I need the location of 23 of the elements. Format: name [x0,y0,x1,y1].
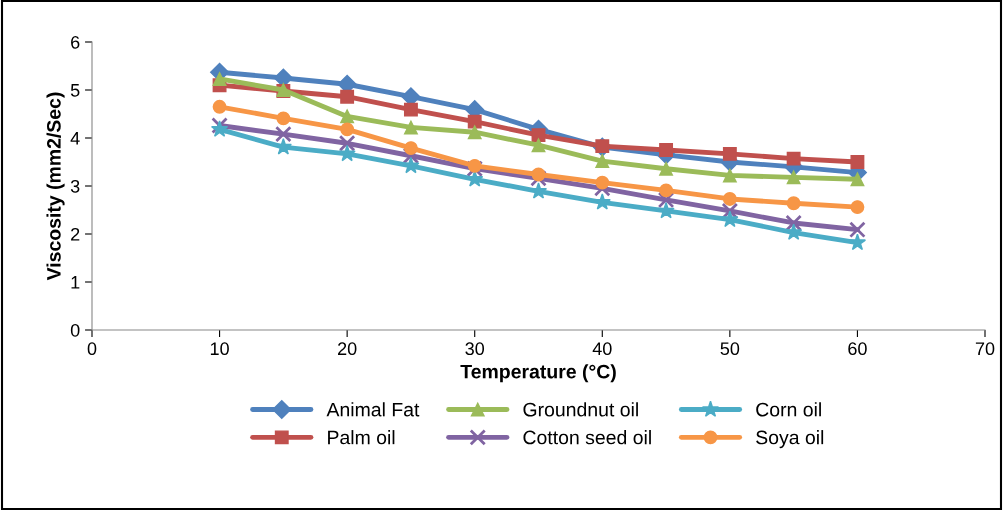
x-tick-label: 40 [592,342,612,356]
x-tick-label: 30 [465,342,485,356]
y-tick-label: 4 [70,132,80,145]
x-tick-label: 0 [87,342,97,356]
x-tick-label: 50 [720,342,740,356]
legend-label: Cotton seed oil [523,430,651,445]
x-tick-label: 70 [975,342,995,356]
legend-label: Corn oil [756,402,821,417]
x-tick-label: 60 [848,342,867,356]
y-tick-label: 6 [71,35,80,49]
x-tick-label: 10 [210,342,229,356]
y-axis-title: Viscosity (mm2/Sec) [46,92,65,281]
y-tick-label: 5 [70,84,80,97]
legend-label: Soya oil [756,430,824,449]
y-tick-label: 0 [70,323,80,337]
y-tick-label: 1 [71,276,80,289]
legend-label: Groundnut oil [523,402,638,417]
legend-label: Animal Fat [326,402,420,417]
y-tick-label: 2 [71,227,80,241]
x-tick-label: 20 [338,342,357,356]
y-tick-label: 3 [70,179,80,193]
legend-label: Palm oil [328,430,395,445]
x-axis-title: Temperature (°C) [460,364,616,383]
